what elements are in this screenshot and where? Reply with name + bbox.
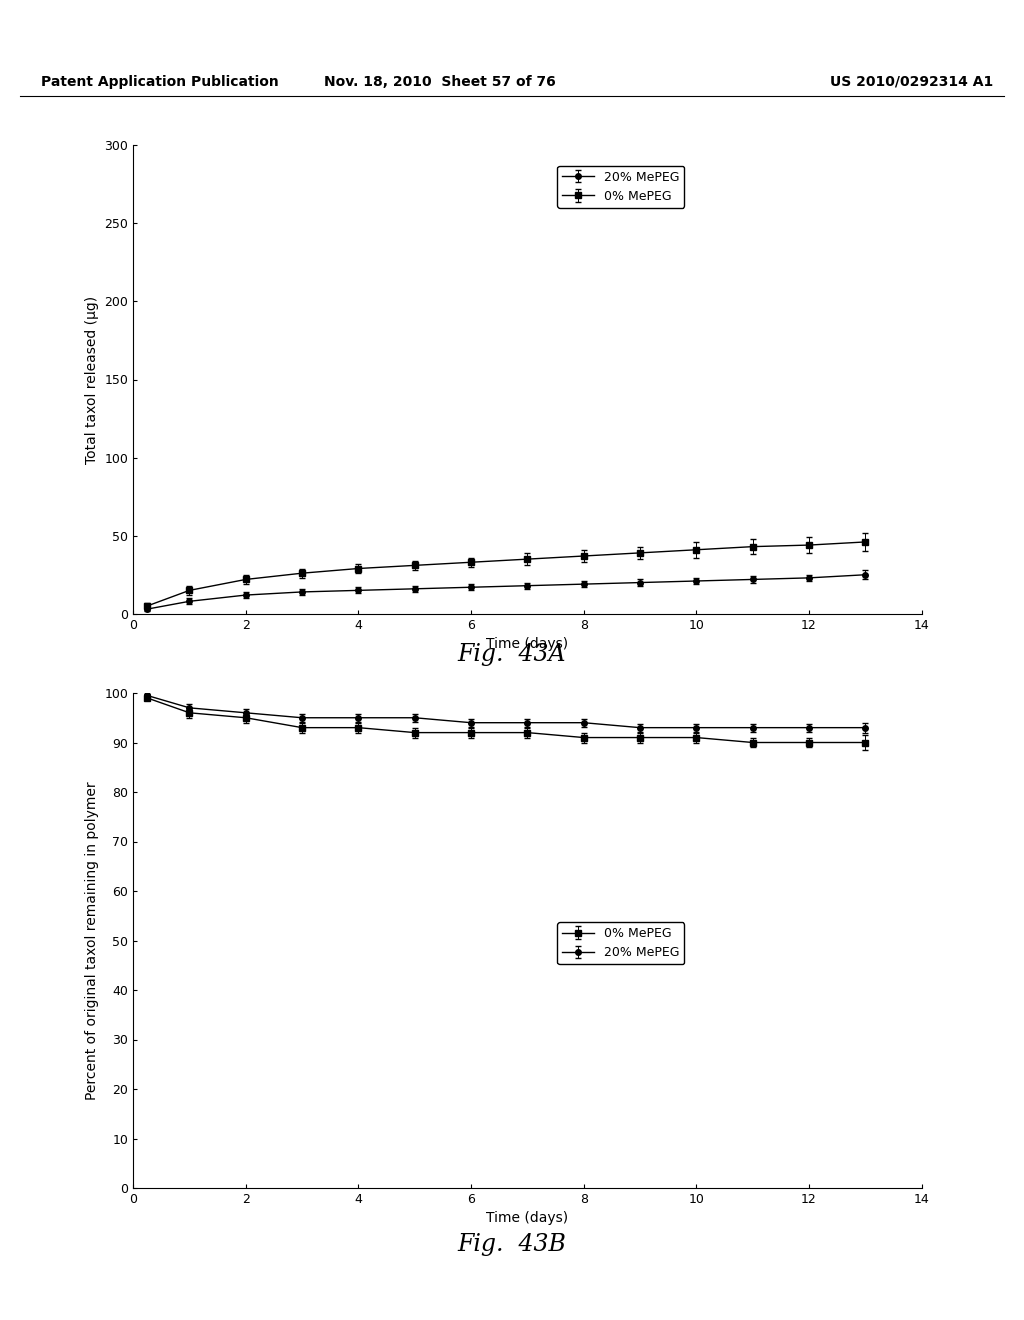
Legend: 0% MePEG, 20% MePEG: 0% MePEG, 20% MePEG xyxy=(557,921,684,964)
X-axis label: Time (days): Time (days) xyxy=(486,1212,568,1225)
X-axis label: Time (days): Time (days) xyxy=(486,638,568,651)
Text: Patent Application Publication: Patent Application Publication xyxy=(41,75,279,88)
Text: Nov. 18, 2010  Sheet 57 of 76: Nov. 18, 2010 Sheet 57 of 76 xyxy=(325,75,556,88)
Text: Fig.  43A: Fig. 43A xyxy=(458,643,566,667)
Y-axis label: Total taxol released (μg): Total taxol released (μg) xyxy=(85,296,99,463)
Text: US 2010/0292314 A1: US 2010/0292314 A1 xyxy=(830,75,993,88)
Text: Fig.  43B: Fig. 43B xyxy=(458,1233,566,1257)
Y-axis label: Percent of original taxol remaining in polymer: Percent of original taxol remaining in p… xyxy=(85,781,99,1100)
Legend: 20% MePEG, 0% MePEG: 20% MePEG, 0% MePEG xyxy=(557,165,684,207)
